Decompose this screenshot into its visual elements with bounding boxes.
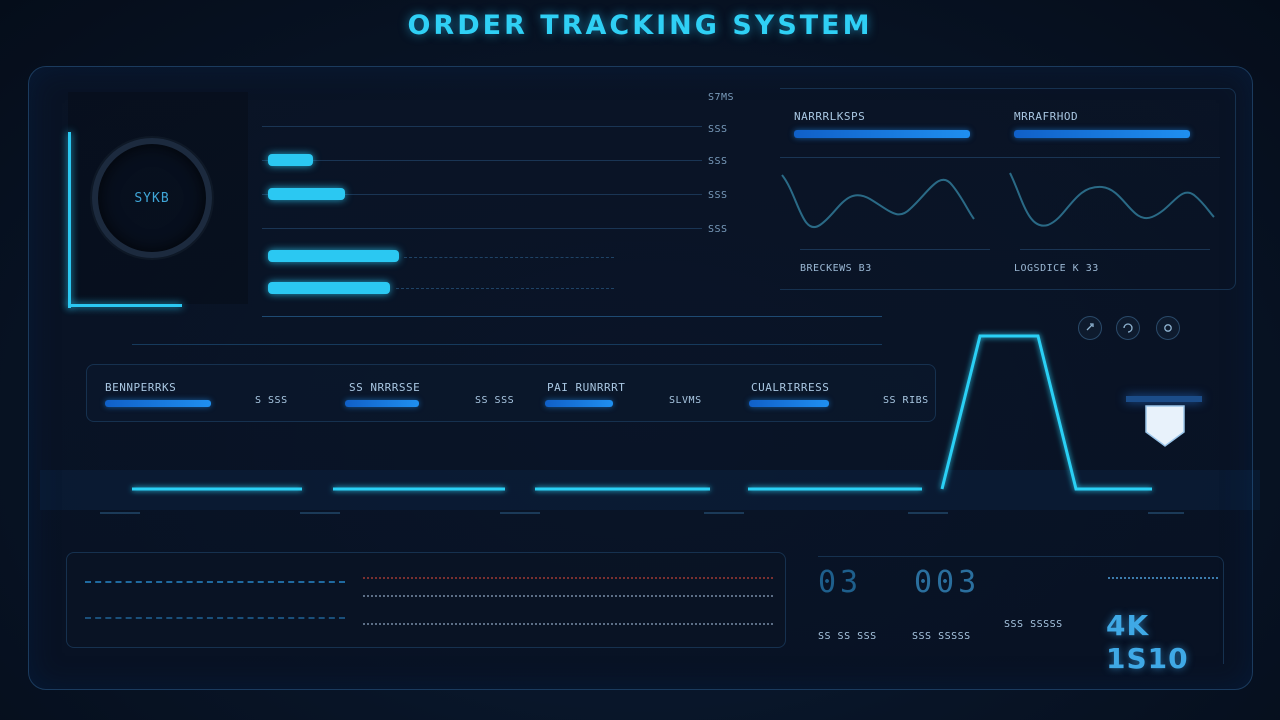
progress-bar [268, 154, 313, 166]
divider [780, 157, 1220, 158]
refresh-icon [1123, 323, 1133, 333]
baseline [262, 316, 882, 317]
status-label: BENNPERRKS [105, 381, 177, 394]
tick-mark [704, 512, 744, 514]
metric-caption: BRECKEWS B3 [800, 263, 872, 274]
status-value: SS RIBS [883, 395, 929, 406]
status-value: SLVMS [669, 395, 702, 406]
axis-label: S7MS [708, 92, 735, 103]
tick-mark [500, 512, 540, 514]
table-row [363, 577, 773, 581]
tick-mark [908, 512, 948, 514]
status-value: S SSS [255, 395, 288, 406]
gauge-ring: SYKB [92, 138, 212, 258]
status-card[interactable]: SS NRRRSSE SS SSS [345, 381, 545, 411]
metric-title: NARRRLKSPS [794, 110, 866, 123]
axis-label: SSS [708, 224, 728, 235]
baseline [132, 344, 882, 345]
metrics-panel: NARRRLKSPS MRRAFRHOD BRECKEWS B3 LOGSDIC… [780, 88, 1236, 290]
sparkline-baseline [1020, 249, 1210, 250]
track-peak [940, 334, 1152, 491]
status-card[interactable]: BENNPERRKS S SSS [105, 381, 315, 411]
status-row: BENNPERRKS S SSS SS NRRRSSE SS SSS PAI R… [86, 364, 936, 422]
status-value: SS SSS [475, 395, 515, 406]
status-bar [749, 400, 829, 407]
tick-mark [300, 512, 340, 514]
gridline [262, 160, 702, 161]
sparkline [781, 174, 975, 229]
status-label: PAI RUNRRRT [547, 381, 626, 394]
readout-sub: SS SS SSS [818, 631, 877, 642]
page-title: ORDER TRACKING SYSTEM [407, 10, 873, 41]
sparkline [1009, 172, 1215, 227]
shield-icon [1145, 405, 1185, 447]
data-table [66, 552, 786, 648]
readout-digits: 003 [914, 565, 981, 600]
link-icon [1086, 323, 1094, 331]
progress-bar [268, 188, 345, 200]
settings-button[interactable] [1156, 316, 1180, 340]
readout-digits: 03 [818, 565, 863, 600]
status-label: CUALRIRRESS [751, 381, 830, 394]
status-card[interactable]: CUALRIRRESS SS RIBS [749, 381, 929, 411]
table-row [85, 581, 345, 585]
dotted-track [396, 288, 614, 289]
readout-panel: 03 003 SS SS SSS SSS SSSSS SSS SSSSS 4K … [818, 556, 1224, 675]
status-card[interactable]: PAI RUNRRRT SLVMS [545, 381, 745, 411]
axis-label: SSS [708, 156, 728, 167]
gridline [262, 126, 702, 127]
metric-caption: LOGSDICE K 33 [1014, 263, 1099, 274]
table-row [85, 617, 345, 621]
big-readout: 4K 1S10 [1106, 609, 1189, 675]
gauge-accent-vertical [68, 132, 71, 308]
status-label: SS NRRRSSE [349, 381, 421, 394]
dotted-track [404, 257, 614, 258]
table-row [363, 595, 773, 599]
gridline [262, 228, 702, 229]
metric-bar [794, 130, 970, 138]
gridline [262, 194, 702, 195]
progress-bar [268, 250, 399, 262]
link-button[interactable] [1078, 316, 1102, 340]
status-bar [345, 400, 419, 407]
gauge-label: SYKB [134, 190, 170, 206]
tick-mark [100, 512, 140, 514]
table-row [363, 623, 773, 627]
sparkline-baseline [800, 249, 990, 250]
axis-label: SSS [708, 190, 728, 201]
readout-sub: SSS SSSSS [1004, 619, 1063, 630]
status-bar [545, 400, 613, 407]
axis-label: SSS [708, 124, 728, 135]
tick-mark [1148, 512, 1184, 514]
gauge-accent-horizontal [68, 304, 182, 307]
metric-bar [1014, 130, 1190, 138]
bar-chart: S7MS SSS SSS SSS SSS [132, 88, 882, 348]
progress-bar [268, 282, 390, 294]
status-bar [105, 400, 211, 407]
settings-icon [1164, 324, 1172, 332]
metric-title: MRRAFRHOD [1014, 110, 1079, 123]
readout-icons [1108, 577, 1218, 589]
gauge-panel: SYKB [68, 92, 248, 308]
readout-sub: SSS SSSSS [912, 631, 971, 642]
shield-panel [1126, 396, 1202, 402]
tracking-line [40, 334, 1260, 514]
refresh-button[interactable] [1116, 316, 1140, 340]
